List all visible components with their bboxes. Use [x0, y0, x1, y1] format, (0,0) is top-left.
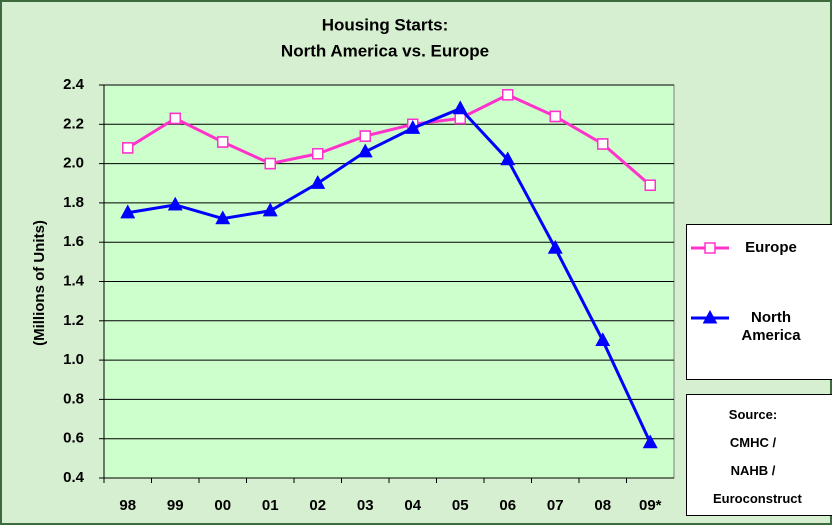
y-tick-label: 1.6	[63, 233, 84, 250]
marker	[704, 242, 716, 254]
marker	[547, 240, 563, 254]
marker	[595, 332, 611, 346]
marker	[264, 157, 276, 170]
x-tick-label: 08	[594, 497, 611, 514]
y-tick-label: 1.2	[63, 312, 84, 329]
marker	[452, 100, 468, 115]
x-tick-label: 01	[262, 497, 279, 514]
marker	[310, 175, 326, 189]
marker	[120, 204, 136, 219]
x-tick-label: 99	[167, 497, 184, 514]
marker	[502, 89, 514, 101]
x-tick-label: 09*	[639, 497, 662, 514]
marker	[644, 179, 656, 191]
y-tick-label: 0.4	[63, 469, 85, 486]
marker	[405, 120, 421, 134]
chart-title: North America vs. Europe	[281, 41, 489, 60]
marker	[122, 142, 134, 154]
marker	[169, 112, 181, 125]
x-tick-label: 07	[547, 497, 564, 514]
x-tick-label: 00	[214, 497, 231, 514]
y-tick-label: 2.4	[63, 76, 85, 93]
marker	[312, 148, 324, 160]
y-tick-label: 0.8	[63, 390, 84, 407]
legend-swatch	[691, 242, 729, 254]
marker	[500, 151, 516, 166]
source-text: Source: CMHC / NAHB / Euroconstruct	[713, 407, 802, 506]
legend-label: Europe	[745, 239, 797, 256]
x-tick-label: 06	[499, 497, 516, 514]
x-tick-label: 04	[404, 497, 421, 514]
marker	[597, 138, 609, 150]
y-axis-label: (Millions of Units)	[31, 220, 48, 346]
chart-title: Housing Starts:	[322, 15, 449, 34]
marker	[215, 210, 231, 225]
legend-swatch	[691, 309, 729, 324]
marker	[549, 110, 561, 123]
marker	[642, 434, 658, 449]
x-tick-label: 98	[119, 497, 136, 514]
y-tick-label: 2.0	[63, 155, 84, 172]
y-tick-label: 1.0	[63, 351, 84, 368]
legend-label: North America	[741, 309, 801, 344]
x-tick-label: 03	[357, 497, 374, 514]
marker	[262, 202, 278, 217]
y-tick-label: 1.8	[63, 194, 84, 211]
marker	[357, 143, 373, 158]
series-line	[127, 106, 652, 444]
y-tick-label: 1.4	[63, 272, 85, 289]
source-box: Source: CMHC / NAHB / Euroconstruct	[686, 394, 832, 516]
marker	[359, 130, 371, 142]
marker	[702, 309, 718, 324]
x-tick-label: 02	[309, 497, 326, 514]
legend: Europe North America	[686, 224, 832, 380]
marker	[167, 196, 183, 211]
y-tick-label: 0.6	[63, 430, 84, 447]
legend-item: Europe	[687, 239, 811, 257]
marker	[217, 136, 229, 148]
series-line	[126, 93, 652, 187]
marker	[454, 112, 466, 125]
x-tick-label: 05	[452, 497, 469, 514]
legend-item: North America	[687, 309, 811, 345]
y-tick-label: 2.2	[63, 115, 84, 132]
